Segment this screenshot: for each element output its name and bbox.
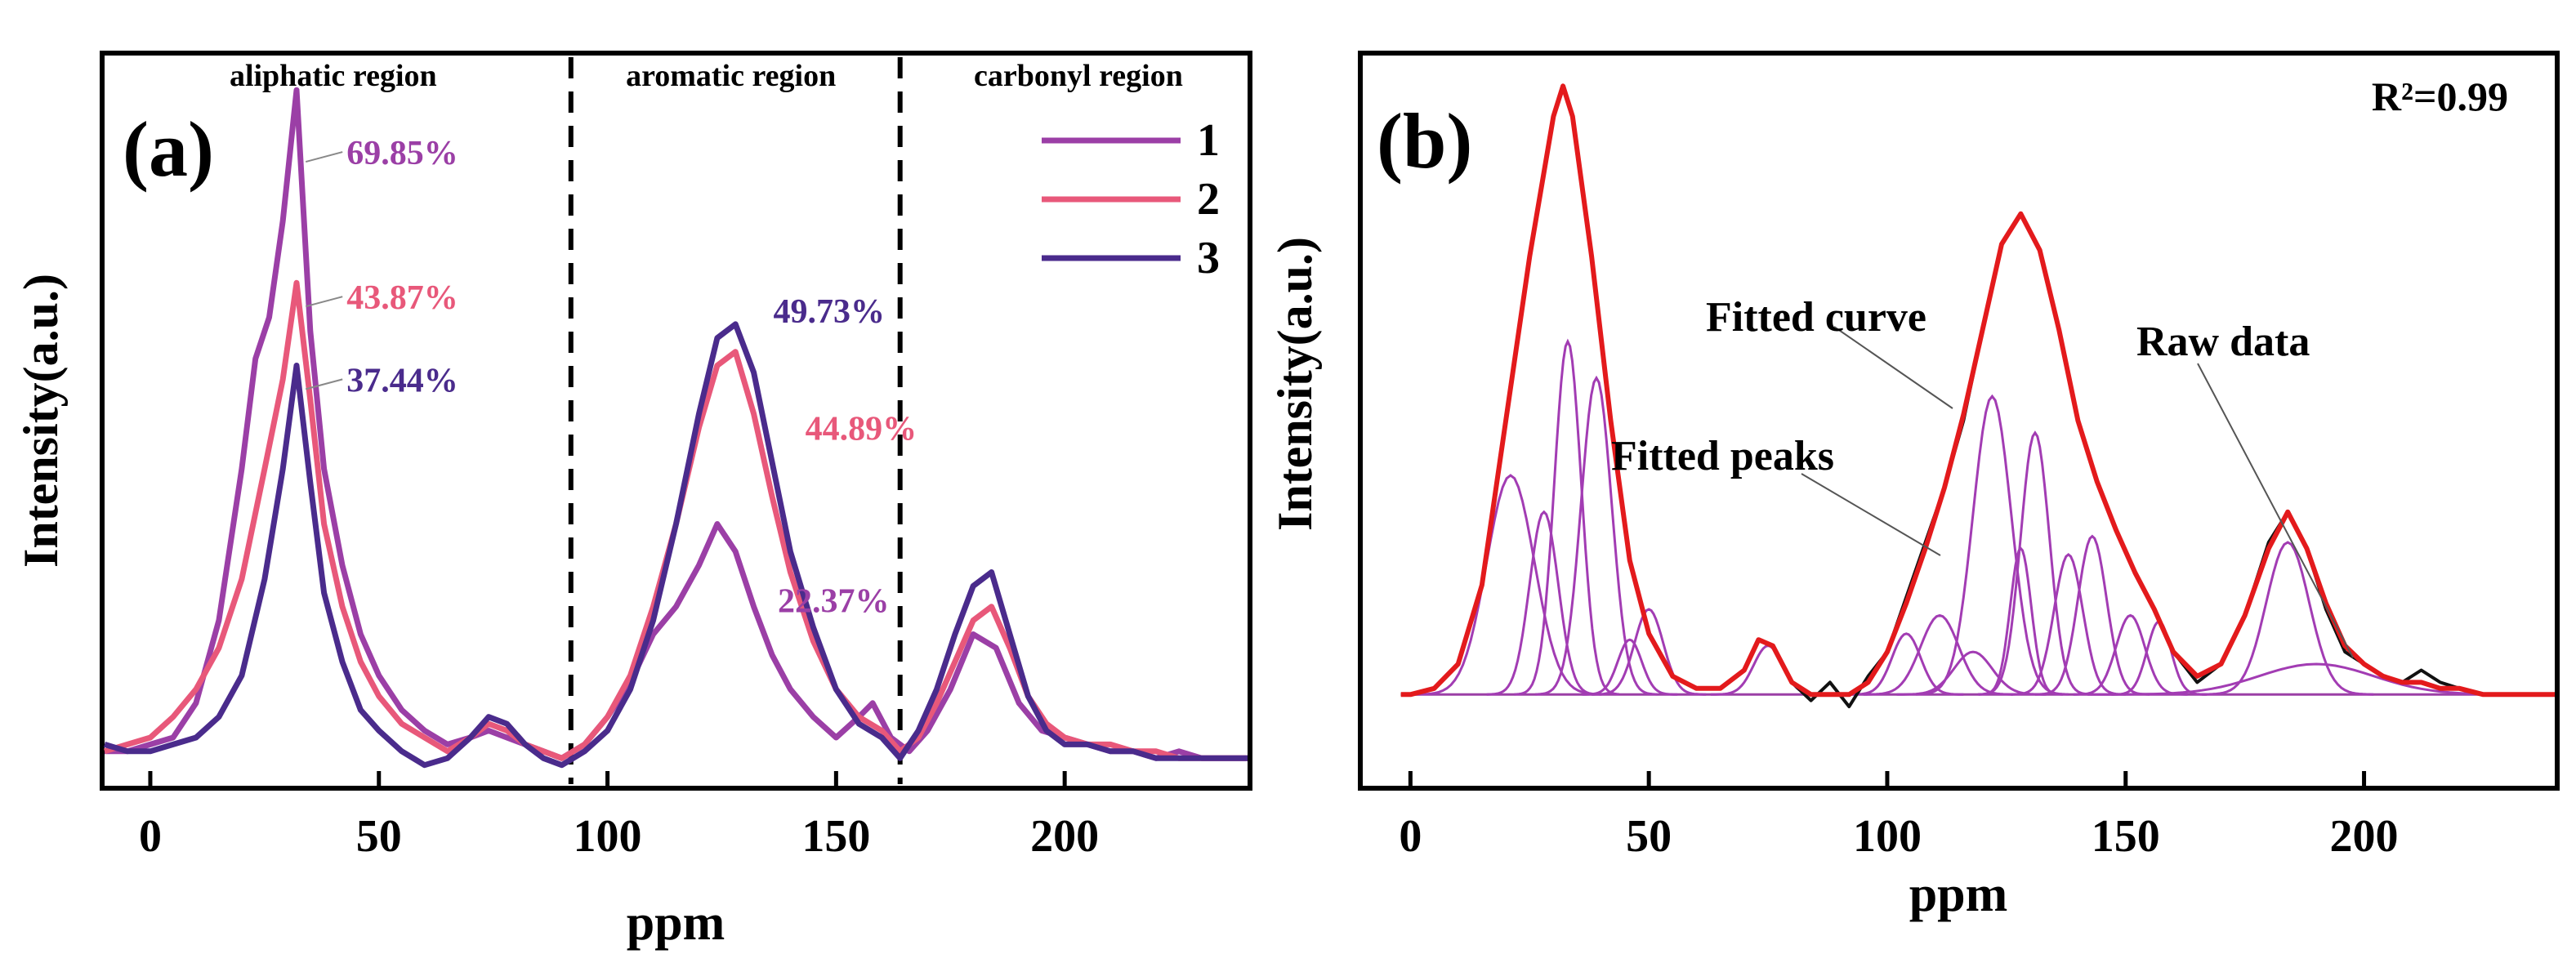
panel-b-label: (b) (1377, 97, 1472, 185)
data-label-series-2: 44.89% (806, 410, 917, 448)
fitted-peak (1863, 613, 2013, 696)
data-label-series-3: 49.73% (773, 293, 884, 331)
panel-b-x-tick-label: 150 (2092, 811, 2160, 862)
data-label-series-1: 22.37% (778, 582, 890, 620)
fitted-peak (2011, 552, 2126, 696)
fitted-peak (1535, 375, 1658, 696)
fitted-peak (1915, 394, 2069, 696)
panel-a-label: (a) (123, 105, 214, 193)
panel-b-x-tick-label: 50 (1626, 811, 1672, 862)
panel-b: 0 50 100 150 200 Fitted curve Fitted peaks Raw… (1268, 51, 2560, 922)
panel-b-x-tick-label: 100 (1853, 811, 1922, 862)
series-line-1 (105, 87, 1248, 761)
fitted-peak (1849, 632, 1964, 696)
annotation-label: Fitted curve (1706, 294, 1926, 341)
fitted-peak (1486, 510, 1601, 696)
fitted-peak (1711, 644, 1826, 696)
fitted-peak (1582, 638, 1678, 696)
panel-b-ylabel: Intensity(a.u.) (1268, 237, 1322, 531)
fitted-peak (1514, 338, 1619, 696)
annotation-leader (1833, 326, 1953, 409)
annotation-label: Fitted peaks (1611, 433, 1834, 479)
legend-label-2: 2 (1197, 174, 1220, 225)
fitted-peak (2087, 662, 2546, 696)
panel-a: aliphatic region aromatic region carbonyl … (14, 51, 1252, 951)
panel-b-xlabel: ppm (1909, 867, 2008, 922)
series-line-3 (103, 321, 1248, 769)
region-label: aromatic region (626, 59, 836, 93)
panel-a-ylabel: Intensity(a.u.) (14, 274, 68, 568)
panel-b-x-tick-label: 0 (1399, 811, 1422, 862)
panel-a-frame (100, 51, 1252, 791)
panel-a-legend: 1 2 3 (1042, 115, 1220, 283)
panel-a-x-tick-label: 200 (1030, 811, 1099, 862)
data-label-series-1: 69.85% (346, 135, 458, 172)
region-label: aliphatic region (230, 59, 437, 93)
panel-a-x-tick-label: 50 (356, 811, 402, 862)
legend-label-1: 1 (1197, 115, 1220, 166)
data-label-leader (305, 151, 343, 163)
annotation-leader (2197, 363, 2354, 658)
annotation-leader (1801, 473, 1941, 556)
data-label-leader (305, 296, 343, 308)
panel-a-x-tick-label: 100 (574, 811, 642, 862)
panel-a-xlabel: ppm (627, 895, 725, 951)
legend-label-3: 3 (1197, 233, 1220, 283)
panel-b-frame (1358, 51, 2560, 791)
raw-data-line (1400, 84, 2555, 709)
fitted-peak (1977, 430, 2092, 696)
annotation-label: Raw data (2136, 319, 2310, 365)
fitted-peak (1978, 546, 2063, 696)
data-label-series-2: 43.87% (346, 279, 458, 317)
fitted-peak (1592, 608, 1707, 696)
panel-b-stat-label: R²=0.99 (2372, 74, 2508, 119)
panel-b-x-tick-label: 200 (2330, 811, 2399, 862)
fitted-curve-line (1400, 83, 2555, 698)
region-label: carbonyl region (974, 59, 1183, 93)
data-label-leader (305, 378, 343, 390)
data-label-series-3: 37.44% (346, 362, 458, 399)
panel-a-x-tick-label: 150 (801, 811, 870, 862)
panel-a-x-tick-label: 0 (139, 811, 162, 862)
fitted-peak (2202, 541, 2374, 696)
fitted-peak (1415, 474, 1602, 696)
